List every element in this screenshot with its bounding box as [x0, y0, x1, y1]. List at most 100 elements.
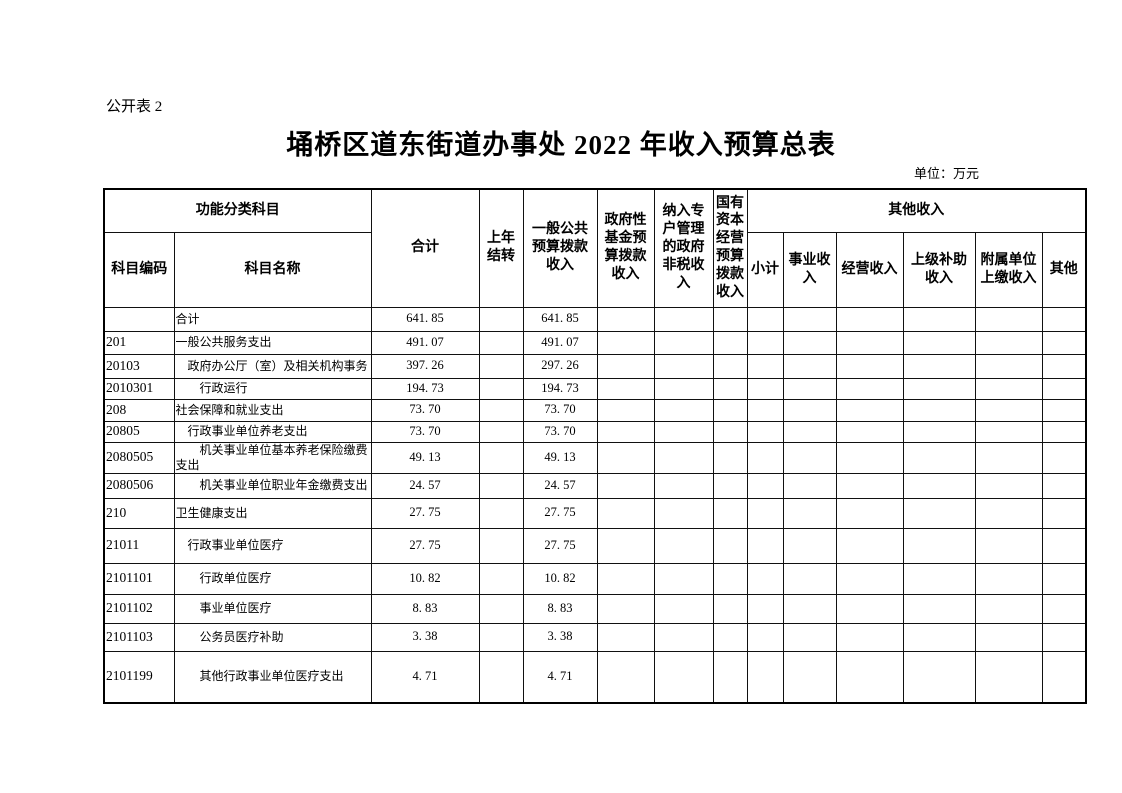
cell-special_account — [653, 593, 714, 624]
cell-name: 公务员医疗补助 — [173, 622, 372, 652]
cell-subtotal — [746, 472, 784, 499]
cell-superior_subsidy — [902, 398, 976, 422]
table-row: 21011 行政事业单位医疗 27. 75 27. 75 — [103, 527, 1087, 564]
cell-general: 297. 26 — [522, 353, 598, 379]
cell-subtotal — [746, 593, 784, 624]
cell-other — [1041, 622, 1087, 652]
cell-operating — [835, 306, 904, 332]
cell-business — [782, 472, 837, 499]
cell-business — [782, 441, 837, 474]
cell-general: 10. 82 — [522, 562, 598, 595]
cell-carryover — [478, 593, 524, 624]
cell-state_capital — [712, 377, 748, 400]
cell-total: 24. 57 — [370, 472, 480, 499]
cell-other — [1041, 527, 1087, 564]
cell-operating — [835, 330, 904, 355]
cell-subtotal — [746, 420, 784, 443]
cell-superior_subsidy — [902, 441, 976, 474]
cell-general: 73. 70 — [522, 420, 598, 443]
cell-total: 4. 71 — [370, 650, 480, 704]
cell-affiliated_remit — [974, 497, 1043, 529]
cell-affiliated_remit — [974, 441, 1043, 474]
cell-subtotal — [746, 562, 784, 595]
cell-gov_fund — [596, 330, 655, 355]
table-row: 2101102 事业单位医疗 8. 83 8. 83 — [103, 593, 1087, 624]
cell-special_account — [653, 441, 714, 474]
cell-carryover — [478, 650, 524, 704]
cell-operating — [835, 527, 904, 564]
cell-carryover — [478, 377, 524, 400]
header-superior-subsidy: 上级补助 收入 — [902, 231, 976, 308]
cell-name: 卫生健康支出 — [173, 497, 372, 529]
cell-subtotal — [746, 527, 784, 564]
cell-special_account — [653, 527, 714, 564]
header-subtotal: 小计 — [746, 231, 784, 308]
cell-state_capital — [712, 398, 748, 422]
cell-business — [782, 527, 837, 564]
cell-business — [782, 377, 837, 400]
cell-carryover — [478, 497, 524, 529]
cell-other — [1041, 330, 1087, 355]
cell-affiliated_remit — [974, 650, 1043, 704]
cell-superior_subsidy — [902, 306, 976, 332]
cell-special_account — [653, 398, 714, 422]
cell-general: 8. 83 — [522, 593, 598, 624]
cell-code: 208 — [103, 398, 175, 422]
cell-code: 20103 — [103, 353, 175, 379]
cell-total: 27. 75 — [370, 497, 480, 529]
header-total: 合计 — [370, 188, 480, 308]
cell-business — [782, 622, 837, 652]
cell-total: 194. 73 — [370, 377, 480, 400]
cell-superior_subsidy — [902, 593, 976, 624]
cell-name: 社会保障和就业支出 — [173, 398, 372, 422]
table-row: 2101199 其他行政事业单位医疗支出 4. 71 4. 71 — [103, 650, 1087, 704]
cell-superior_subsidy — [902, 562, 976, 595]
cell-general: 194. 73 — [522, 377, 598, 400]
cell-state_capital — [712, 330, 748, 355]
cell-affiliated_remit — [974, 562, 1043, 595]
cell-total: 491. 07 — [370, 330, 480, 355]
cell-special_account — [653, 622, 714, 652]
table-row: 2101101 行政单位医疗 10. 82 10. 82 — [103, 562, 1087, 595]
cell-state_capital — [712, 420, 748, 443]
cell-name: 行政运行 — [173, 377, 372, 400]
cell-superior_subsidy — [902, 330, 976, 355]
cell-total: 8. 83 — [370, 593, 480, 624]
cell-code: 20805 — [103, 420, 175, 443]
cell-state_capital — [712, 306, 748, 332]
cell-state_capital — [712, 562, 748, 595]
header-affiliated-remit: 附属单位 上缴收入 — [974, 231, 1043, 308]
cell-operating — [835, 377, 904, 400]
cell-state_capital — [712, 593, 748, 624]
cell-special_account — [653, 377, 714, 400]
cell-superior_subsidy — [902, 650, 976, 704]
cell-gov_fund — [596, 377, 655, 400]
cell-other — [1041, 650, 1087, 704]
cell-total: 49. 13 — [370, 441, 480, 474]
page-title: 埇桥区道东街道办事处 2022 年收入预算总表 — [286, 130, 836, 160]
cell-state_capital — [712, 441, 748, 474]
cell-general: 4. 71 — [522, 650, 598, 704]
cell-affiliated_remit — [974, 472, 1043, 499]
cell-code: 2101199 — [103, 650, 175, 704]
cell-operating — [835, 398, 904, 422]
cell-affiliated_remit — [974, 527, 1043, 564]
cell-general: 49. 13 — [522, 441, 598, 474]
cell-total: 73. 70 — [370, 420, 480, 443]
cell-special_account — [653, 497, 714, 529]
cell-special_account — [653, 306, 714, 332]
cell-gov_fund — [596, 420, 655, 443]
cell-state_capital — [712, 497, 748, 529]
cell-carryover — [478, 441, 524, 474]
header-other: 其他 — [1041, 231, 1087, 308]
cell-business — [782, 420, 837, 443]
header-code: 科目编码 — [103, 231, 175, 308]
header-state-capital: 国有 资本 经营 预算 拨款 收入 — [712, 188, 748, 308]
cell-affiliated_remit — [974, 353, 1043, 379]
cell-gov_fund — [596, 650, 655, 704]
cell-code: 2101102 — [103, 593, 175, 624]
table-row: 208 社会保障和就业支出 73. 70 73. 70 — [103, 398, 1087, 422]
cell-gov_fund — [596, 472, 655, 499]
cell-other — [1041, 593, 1087, 624]
table-row: 2010301 行政运行 194. 73 194. 73 — [103, 377, 1087, 400]
